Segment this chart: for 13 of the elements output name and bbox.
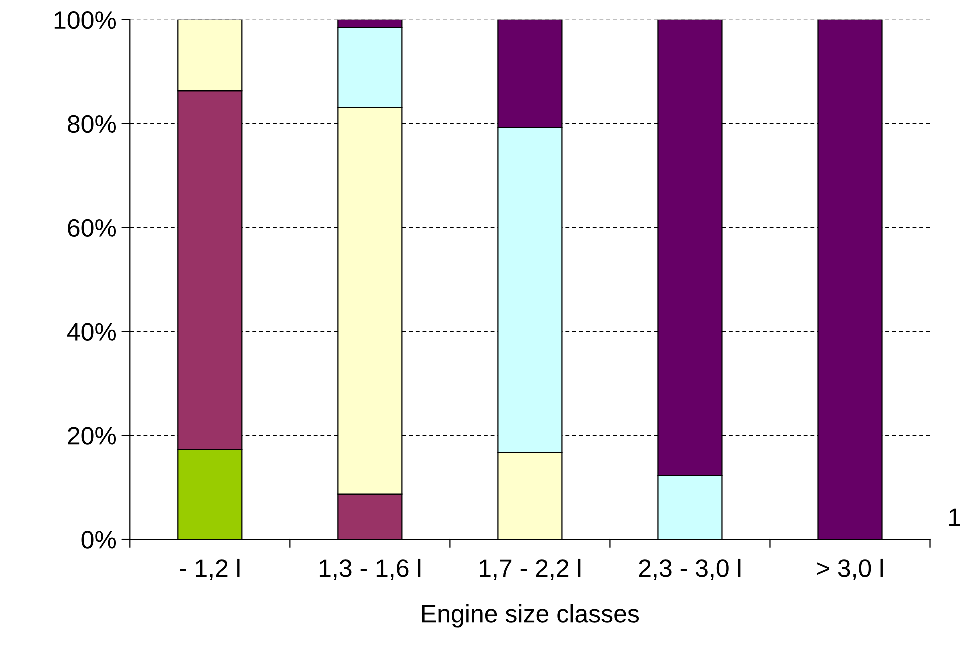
text: 1 — [950, 508, 960, 526]
y-tick-label: 20% — [68, 427, 116, 445]
x-tick-label: 1,7 - 2,2 l — [480, 558, 581, 580]
y-tick-label: 80% — [68, 115, 116, 134]
x-tick-label: - 1,2 l — [180, 558, 240, 580]
y-tick-label: 40% — [67, 323, 116, 341]
y-tick-label: 0% — [82, 531, 116, 549]
x-axis-title: Engine size classes — [422, 604, 640, 628]
x-tick-label: > 3,0 l — [817, 558, 883, 580]
x-tick-label: 1,3 - 1,6 l — [320, 558, 421, 580]
x-tick-label: 2,3 - 3,0 l — [639, 558, 741, 580]
y-tick-label: 60% — [68, 219, 116, 238]
y-tick-label: 100% — [54, 11, 116, 30]
